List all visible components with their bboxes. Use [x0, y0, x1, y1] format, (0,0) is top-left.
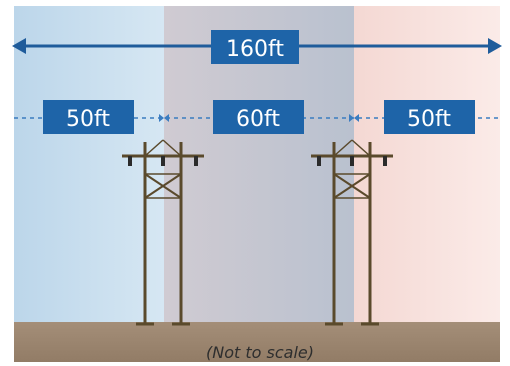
right-width-label: 50ft	[384, 100, 475, 134]
right-width-text: 50ft	[407, 107, 451, 132]
total-width-label: 160ft	[211, 30, 299, 64]
center-width-text: 60ft	[236, 107, 280, 132]
not-to-scale-note: (Not to scale)	[206, 343, 314, 362]
total-width-text: 160ft	[226, 37, 284, 62]
center-width-label: 60ft	[213, 100, 304, 134]
left-width-label: 50ft	[43, 100, 134, 134]
transmission-tower-icon	[311, 139, 393, 326]
transmission-tower-icon	[122, 139, 204, 326]
ground	[14, 322, 500, 362]
zone-right	[354, 6, 500, 322]
zone-left	[14, 6, 164, 322]
left-width-text: 50ft	[66, 107, 110, 132]
